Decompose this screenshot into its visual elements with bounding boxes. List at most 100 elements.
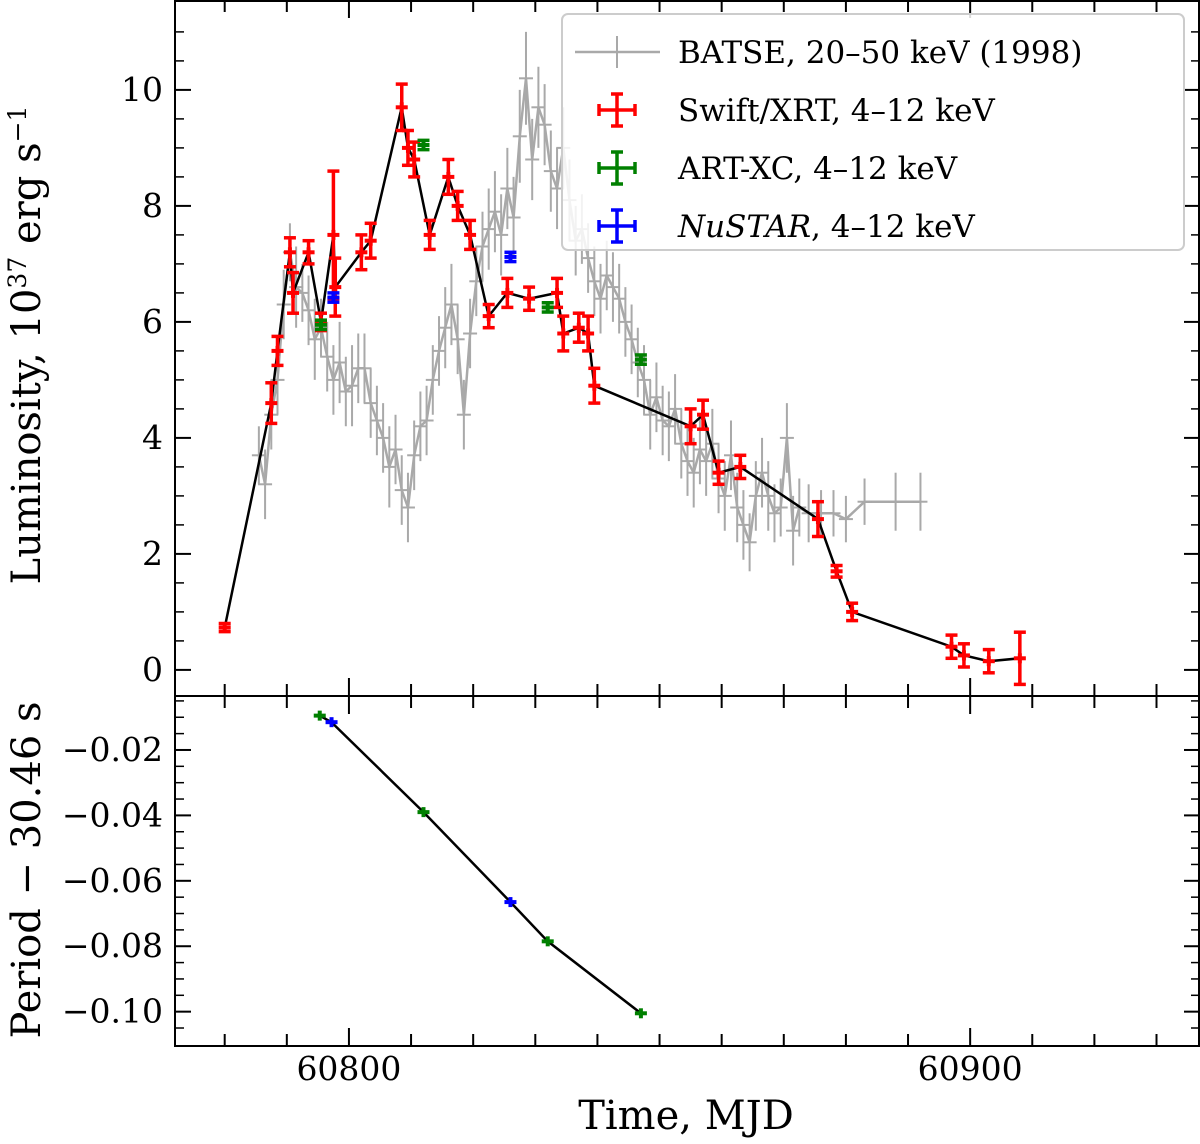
xrt-point bbox=[283, 236, 296, 269]
batse-point bbox=[450, 304, 465, 375]
legend-entry-batse: BATSE, 20–50 keV (1998) bbox=[575, 35, 1082, 71]
xrt-point bbox=[442, 157, 455, 197]
artxc-point bbox=[313, 710, 326, 721]
batse-point bbox=[419, 385, 434, 456]
xrt-point bbox=[423, 218, 436, 252]
batse-point bbox=[438, 287, 453, 369]
batse-point bbox=[388, 414, 403, 485]
xrt-point bbox=[697, 398, 710, 431]
period-artxc-series bbox=[313, 710, 647, 1019]
legend-entry-xrt: Swift/XRT, 4–12 keV bbox=[597, 92, 995, 129]
batse-point bbox=[301, 275, 316, 346]
batse-point bbox=[717, 461, 732, 531]
legend-entry-nustar: NuSTAR, 4–12 keV bbox=[597, 208, 975, 245]
batse-point bbox=[357, 333, 372, 404]
batse-point bbox=[705, 408, 720, 479]
batse-point bbox=[481, 188, 496, 270]
xrt-point bbox=[582, 314, 595, 353]
xrt-point bbox=[734, 453, 747, 481]
luminosity-axis-label: Luminosity, 1037 erg s−1 bbox=[3, 106, 50, 585]
batse-point bbox=[494, 194, 509, 276]
batse-point bbox=[661, 391, 676, 462]
artxc-series bbox=[314, 138, 647, 366]
time-axis-label: Time, MJD bbox=[578, 1093, 794, 1139]
xrt-point bbox=[551, 276, 564, 310]
batse-point bbox=[326, 345, 341, 415]
period-axis-label: Period − 30.46 s bbox=[4, 701, 50, 1038]
batse-point bbox=[730, 472, 745, 543]
batse-point bbox=[345, 345, 360, 427]
batse-point bbox=[369, 385, 384, 456]
xrt-point bbox=[684, 407, 697, 446]
xrt-point bbox=[557, 314, 570, 353]
batse-point bbox=[332, 321, 347, 404]
xrt-point bbox=[265, 381, 278, 426]
artxc-point bbox=[417, 807, 430, 818]
batse-point bbox=[487, 171, 502, 253]
batse-point bbox=[463, 298, 478, 369]
batse-point bbox=[767, 484, 782, 543]
xrt-point bbox=[572, 311, 585, 344]
luminosity-tick-label: 6 bbox=[142, 302, 163, 341]
time-tick-label: 60800 bbox=[296, 1049, 401, 1088]
legend: BATSE, 20–50 keV (1998) Swift/XRT, 4–12 k… bbox=[561, 13, 1185, 251]
xrt-point bbox=[957, 642, 970, 669]
artxc-point bbox=[541, 936, 554, 947]
batse-point bbox=[543, 130, 558, 212]
batse-point bbox=[692, 414, 707, 485]
time-tick-label: 60900 bbox=[918, 1049, 1023, 1088]
xrt-point bbox=[287, 270, 300, 315]
xrt-point bbox=[355, 233, 368, 272]
legend-entry-artxc: ART-XC, 4–12 keV bbox=[597, 150, 958, 187]
batse-point bbox=[913, 472, 928, 531]
luminosity-tick-label: 0 bbox=[142, 650, 163, 689]
batse-point bbox=[655, 385, 670, 456]
batse-point bbox=[338, 356, 353, 427]
legend-label-nustar: NuSTAR, 4–12 keV bbox=[677, 209, 975, 245]
period-panel: −0.02 −0.04 −0.06 −0.08 −0.10 60800 60900 bbox=[62, 695, 1200, 1088]
xrt-point bbox=[811, 499, 824, 539]
batse-point bbox=[258, 449, 273, 520]
artxc-point bbox=[634, 353, 647, 366]
legend-label-xrt: Swift/XRT, 4–12 keV bbox=[678, 93, 995, 129]
luminosity-panel: 0 2 4 6 8 10 bbox=[121, 0, 1200, 697]
xrt-point bbox=[329, 256, 342, 318]
batse-point bbox=[363, 368, 378, 438]
nustar-series bbox=[327, 250, 517, 304]
batse-point bbox=[888, 472, 903, 531]
artxc-point bbox=[314, 318, 327, 332]
xrt-point bbox=[945, 633, 958, 661]
batse-point bbox=[382, 426, 397, 508]
artxc-point bbox=[541, 301, 554, 314]
batse-point bbox=[838, 495, 853, 543]
batse-point bbox=[699, 426, 714, 496]
xrt-point bbox=[464, 218, 477, 252]
batse-point bbox=[376, 403, 391, 473]
period-tick-label: −0.10 bbox=[62, 992, 163, 1031]
legend-label-batse: BATSE, 20–50 keV (1998) bbox=[678, 35, 1082, 71]
batse-point bbox=[307, 298, 322, 380]
period-tick-label: −0.04 bbox=[62, 795, 163, 834]
batse-point bbox=[400, 472, 415, 543]
xrt-point bbox=[364, 221, 377, 260]
nustar-point bbox=[325, 717, 338, 728]
batse-point bbox=[506, 176, 521, 259]
batse-point bbox=[587, 246, 602, 317]
luminosity-tick-label: 2 bbox=[142, 534, 163, 573]
period-panel-frame bbox=[174, 695, 1200, 1047]
xrt-point bbox=[271, 334, 284, 368]
batse-point bbox=[413, 391, 428, 462]
luminosity-tick-label: 8 bbox=[142, 186, 163, 225]
xrt-point bbox=[712, 459, 725, 487]
batse-point bbox=[537, 84, 552, 166]
batse-point bbox=[742, 513, 757, 572]
luminosity-tick-label: 4 bbox=[142, 418, 163, 457]
batse-point bbox=[444, 263, 459, 346]
period-tick-label: −0.06 bbox=[62, 861, 163, 900]
xrt-point bbox=[982, 647, 995, 675]
xrt-series bbox=[218, 82, 1026, 687]
period-axis-ticks: −0.02 −0.04 −0.06 −0.08 −0.10 60800 60900 bbox=[62, 696, 1200, 1088]
batse-point bbox=[618, 287, 633, 357]
xrt-point bbox=[401, 128, 414, 168]
